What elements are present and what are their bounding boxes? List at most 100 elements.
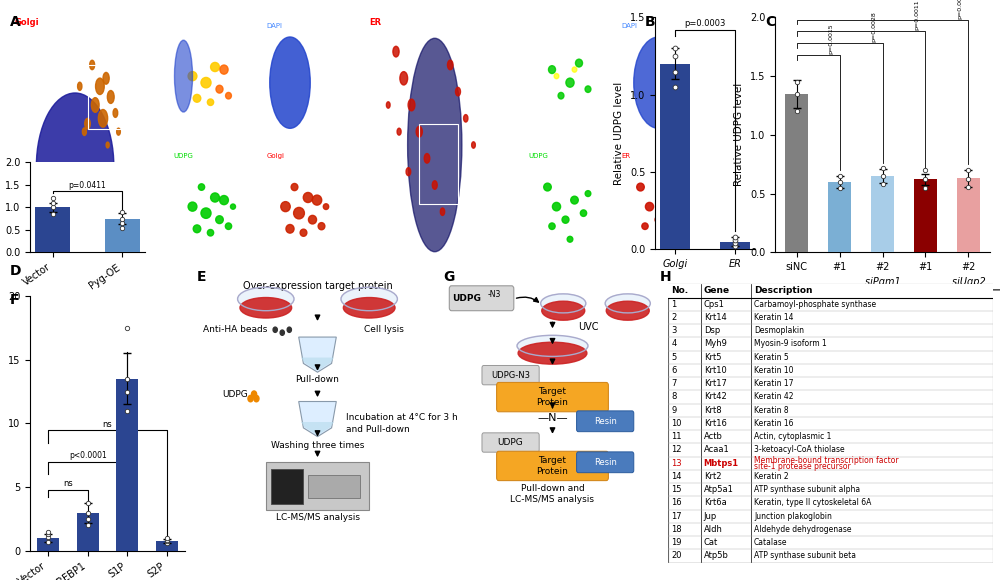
Text: A: A [10, 14, 21, 28]
Text: 13: 13 [671, 459, 682, 467]
Text: Golgi: Golgi [15, 18, 39, 27]
Ellipse shape [552, 202, 561, 211]
Ellipse shape [220, 65, 228, 74]
Ellipse shape [211, 193, 219, 202]
Ellipse shape [251, 391, 257, 397]
Text: 10: 10 [671, 419, 682, 428]
Point [45, 194, 61, 203]
Point [727, 233, 743, 242]
Text: Merge: Merge [529, 23, 550, 29]
Text: Merge: Merge [174, 23, 195, 29]
Text: Desmoplakin: Desmoplakin [754, 326, 804, 335]
Point [119, 323, 135, 332]
Ellipse shape [637, 183, 644, 191]
Point [727, 242, 743, 251]
Text: 4: 4 [671, 339, 676, 349]
Point [667, 44, 683, 53]
Ellipse shape [107, 90, 114, 103]
Ellipse shape [397, 128, 401, 135]
Text: Keratin 16: Keratin 16 [754, 419, 794, 428]
Ellipse shape [225, 223, 232, 230]
Text: Target
Protein: Target Protein [537, 387, 568, 407]
Ellipse shape [286, 224, 294, 233]
Polygon shape [301, 357, 334, 371]
Ellipse shape [541, 294, 586, 313]
Ellipse shape [566, 78, 574, 87]
Text: Catalase: Catalase [754, 538, 788, 547]
Text: 12: 12 [671, 445, 682, 455]
Ellipse shape [408, 38, 462, 252]
Ellipse shape [386, 102, 390, 108]
Point [874, 171, 891, 180]
Ellipse shape [198, 184, 205, 190]
Point [874, 180, 891, 189]
Ellipse shape [464, 115, 468, 122]
Bar [270, 469, 303, 504]
Ellipse shape [548, 66, 556, 74]
Text: ATP synthase subunit beta: ATP synthase subunit beta [754, 552, 856, 560]
Text: 16: 16 [671, 498, 682, 508]
Ellipse shape [211, 63, 219, 71]
Ellipse shape [188, 202, 197, 211]
Bar [35, 208, 70, 252]
Text: Krt8: Krt8 [704, 406, 721, 415]
Ellipse shape [585, 191, 591, 197]
FancyBboxPatch shape [577, 452, 634, 473]
Ellipse shape [216, 216, 223, 223]
Text: p=0.0028: p=0.0028 [871, 12, 876, 42]
Point [40, 530, 56, 539]
Ellipse shape [78, 82, 82, 90]
Bar [266, 462, 369, 510]
Bar [668, 284, 993, 298]
Ellipse shape [580, 210, 587, 216]
Text: Keratin 42: Keratin 42 [754, 393, 794, 401]
Text: Myh9: Myh9 [704, 339, 727, 349]
Text: Krt16: Krt16 [704, 419, 727, 428]
Polygon shape [301, 422, 334, 435]
FancyBboxPatch shape [449, 286, 514, 311]
Text: 17: 17 [671, 512, 682, 521]
Ellipse shape [226, 92, 231, 99]
Ellipse shape [634, 37, 683, 128]
Ellipse shape [542, 301, 585, 320]
Text: Cat: Cat [704, 538, 718, 547]
Text: Myosin-9 isoform 1: Myosin-9 isoform 1 [754, 339, 827, 349]
Ellipse shape [175, 40, 192, 112]
Text: p=0.0003: p=0.0003 [684, 19, 726, 28]
Point [727, 235, 743, 245]
Ellipse shape [456, 88, 460, 96]
FancyBboxPatch shape [482, 433, 539, 452]
Text: Krt2: Krt2 [704, 472, 721, 481]
Ellipse shape [220, 195, 228, 205]
Point [80, 514, 96, 524]
Text: Jup: Jup [704, 512, 717, 521]
Ellipse shape [424, 154, 430, 163]
Text: DAPI: DAPI [267, 23, 283, 29]
Text: UDPG: UDPG [222, 390, 248, 399]
Ellipse shape [558, 92, 564, 99]
Point [40, 538, 56, 547]
Ellipse shape [575, 59, 583, 67]
Point [667, 82, 683, 92]
Point [917, 183, 933, 193]
Ellipse shape [281, 202, 290, 212]
Text: Junction plakoglobin: Junction plakoglobin [754, 512, 832, 521]
Ellipse shape [300, 229, 307, 236]
Bar [308, 474, 360, 498]
Ellipse shape [106, 142, 109, 148]
Text: p=0.0411: p=0.0411 [69, 182, 106, 190]
Ellipse shape [645, 202, 654, 211]
Text: Keratin 8: Keratin 8 [754, 406, 789, 415]
Text: si⁠Pgm1: si⁠Pgm1 [865, 277, 900, 287]
Point [159, 534, 175, 543]
Point [159, 537, 175, 546]
Ellipse shape [408, 99, 415, 111]
Text: —N—: —N— [537, 412, 568, 423]
Text: Anti-HA beads: Anti-HA beads [203, 325, 267, 334]
Text: Incubation at 4°C for 3 h: Incubation at 4°C for 3 h [346, 413, 457, 422]
Ellipse shape [207, 230, 214, 236]
Ellipse shape [90, 60, 95, 70]
Text: Krt14: Krt14 [704, 313, 726, 322]
Point [960, 165, 976, 175]
Text: 3: 3 [671, 326, 677, 335]
